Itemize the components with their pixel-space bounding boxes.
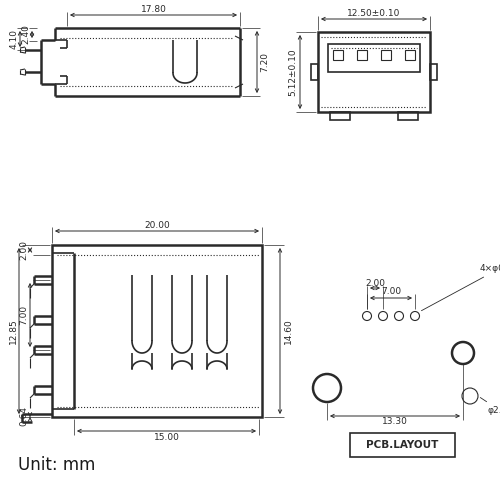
Bar bbox=[52, 245, 262, 417]
Text: φ2.40: φ2.40 bbox=[480, 398, 500, 415]
Text: 4×φ0.92: 4×φ0.92 bbox=[422, 264, 500, 310]
Text: 15.00: 15.00 bbox=[154, 432, 180, 442]
Text: 7.00: 7.00 bbox=[381, 288, 401, 296]
Text: PCB.LAYOUT: PCB.LAYOUT bbox=[366, 440, 438, 450]
Text: 5.12±0.10: 5.12±0.10 bbox=[288, 48, 298, 96]
Bar bbox=[430, 64, 437, 80]
Text: 13.30: 13.30 bbox=[382, 418, 408, 426]
Bar bbox=[381, 50, 391, 60]
Text: 4.10: 4.10 bbox=[10, 29, 18, 49]
Bar bbox=[311, 64, 318, 80]
Text: 12.50±0.10: 12.50±0.10 bbox=[348, 8, 401, 18]
Text: 2.00: 2.00 bbox=[20, 240, 28, 260]
Bar bbox=[330, 112, 350, 120]
Bar bbox=[333, 50, 343, 60]
Bar bbox=[405, 50, 415, 60]
Text: 7.20: 7.20 bbox=[260, 52, 270, 72]
Text: 12.85: 12.85 bbox=[8, 318, 18, 344]
Bar bbox=[398, 112, 418, 120]
Bar bbox=[328, 44, 420, 72]
Text: 17.80: 17.80 bbox=[140, 4, 166, 14]
Text: 7.00: 7.00 bbox=[20, 305, 28, 325]
Text: Unit: mm: Unit: mm bbox=[18, 456, 96, 474]
Bar bbox=[357, 50, 367, 60]
Text: 14.60: 14.60 bbox=[284, 318, 292, 344]
Bar bbox=[350, 433, 455, 457]
Text: 2.00: 2.00 bbox=[365, 278, 385, 287]
Text: 0.64: 0.64 bbox=[20, 406, 28, 425]
Text: 2.40: 2.40 bbox=[22, 24, 30, 44]
Text: 20.00: 20.00 bbox=[144, 220, 170, 230]
Bar bbox=[318, 32, 430, 112]
